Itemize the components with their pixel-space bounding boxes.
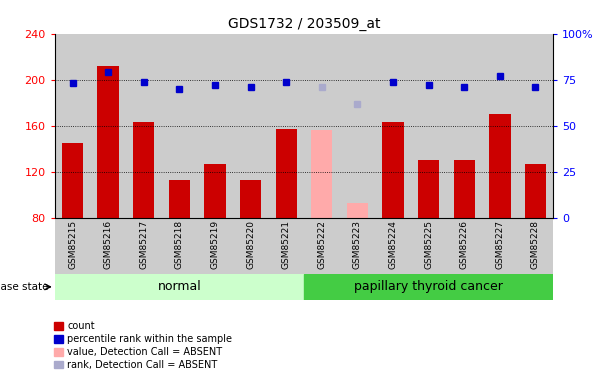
Bar: [91, 34, 126, 218]
Bar: [304, 274, 553, 300]
Bar: [62, 143, 83, 218]
Text: GSM85220: GSM85220: [246, 220, 255, 269]
Text: GSM85225: GSM85225: [424, 220, 433, 269]
Text: GSM85218: GSM85218: [175, 220, 184, 269]
Text: papillary thyroid cancer: papillary thyroid cancer: [354, 280, 503, 293]
Legend: count, percentile rank within the sample, value, Detection Call = ABSENT, rank, : count, percentile rank within the sample…: [54, 321, 232, 370]
Title: GDS1732 / 203509_at: GDS1732 / 203509_at: [228, 17, 380, 32]
Bar: [197, 217, 233, 274]
Bar: [454, 160, 475, 218]
Bar: [482, 217, 517, 274]
Text: GSM85215: GSM85215: [68, 220, 77, 269]
Bar: [446, 217, 482, 274]
Text: disease state: disease state: [0, 282, 49, 292]
Bar: [304, 34, 340, 218]
Text: normal: normal: [157, 280, 201, 293]
Bar: [197, 34, 233, 218]
Bar: [126, 34, 162, 218]
Bar: [517, 34, 553, 218]
Bar: [133, 122, 154, 218]
Text: GSM85217: GSM85217: [139, 220, 148, 269]
Bar: [126, 217, 162, 274]
Bar: [240, 180, 261, 218]
Text: GSM85227: GSM85227: [496, 220, 505, 269]
Bar: [340, 34, 375, 218]
Text: GSM85219: GSM85219: [210, 220, 219, 269]
Bar: [233, 34, 268, 218]
Bar: [304, 217, 340, 274]
Bar: [446, 34, 482, 218]
Text: GSM85226: GSM85226: [460, 220, 469, 269]
Text: GSM85224: GSM85224: [389, 220, 398, 269]
Bar: [268, 34, 304, 218]
Text: GSM85228: GSM85228: [531, 220, 540, 269]
Bar: [55, 34, 91, 218]
Text: GSM85223: GSM85223: [353, 220, 362, 269]
Bar: [91, 217, 126, 274]
Text: GSM85221: GSM85221: [282, 220, 291, 269]
Text: GSM85216: GSM85216: [103, 220, 112, 269]
Bar: [517, 217, 553, 274]
Bar: [204, 164, 226, 218]
Bar: [347, 202, 368, 217]
Bar: [382, 122, 404, 218]
Bar: [411, 217, 446, 274]
Bar: [97, 66, 119, 218]
Bar: [311, 130, 333, 218]
Bar: [268, 217, 304, 274]
Bar: [375, 34, 411, 218]
Bar: [340, 217, 375, 274]
Bar: [411, 34, 446, 218]
Bar: [418, 160, 440, 218]
Bar: [233, 217, 268, 274]
Bar: [162, 34, 197, 218]
Bar: [482, 34, 517, 218]
Bar: [162, 217, 197, 274]
Bar: [275, 129, 297, 218]
Bar: [55, 217, 91, 274]
Bar: [55, 274, 304, 300]
Bar: [525, 164, 546, 218]
Bar: [489, 114, 511, 218]
Text: GSM85222: GSM85222: [317, 220, 326, 269]
Bar: [168, 180, 190, 218]
Bar: [375, 217, 411, 274]
